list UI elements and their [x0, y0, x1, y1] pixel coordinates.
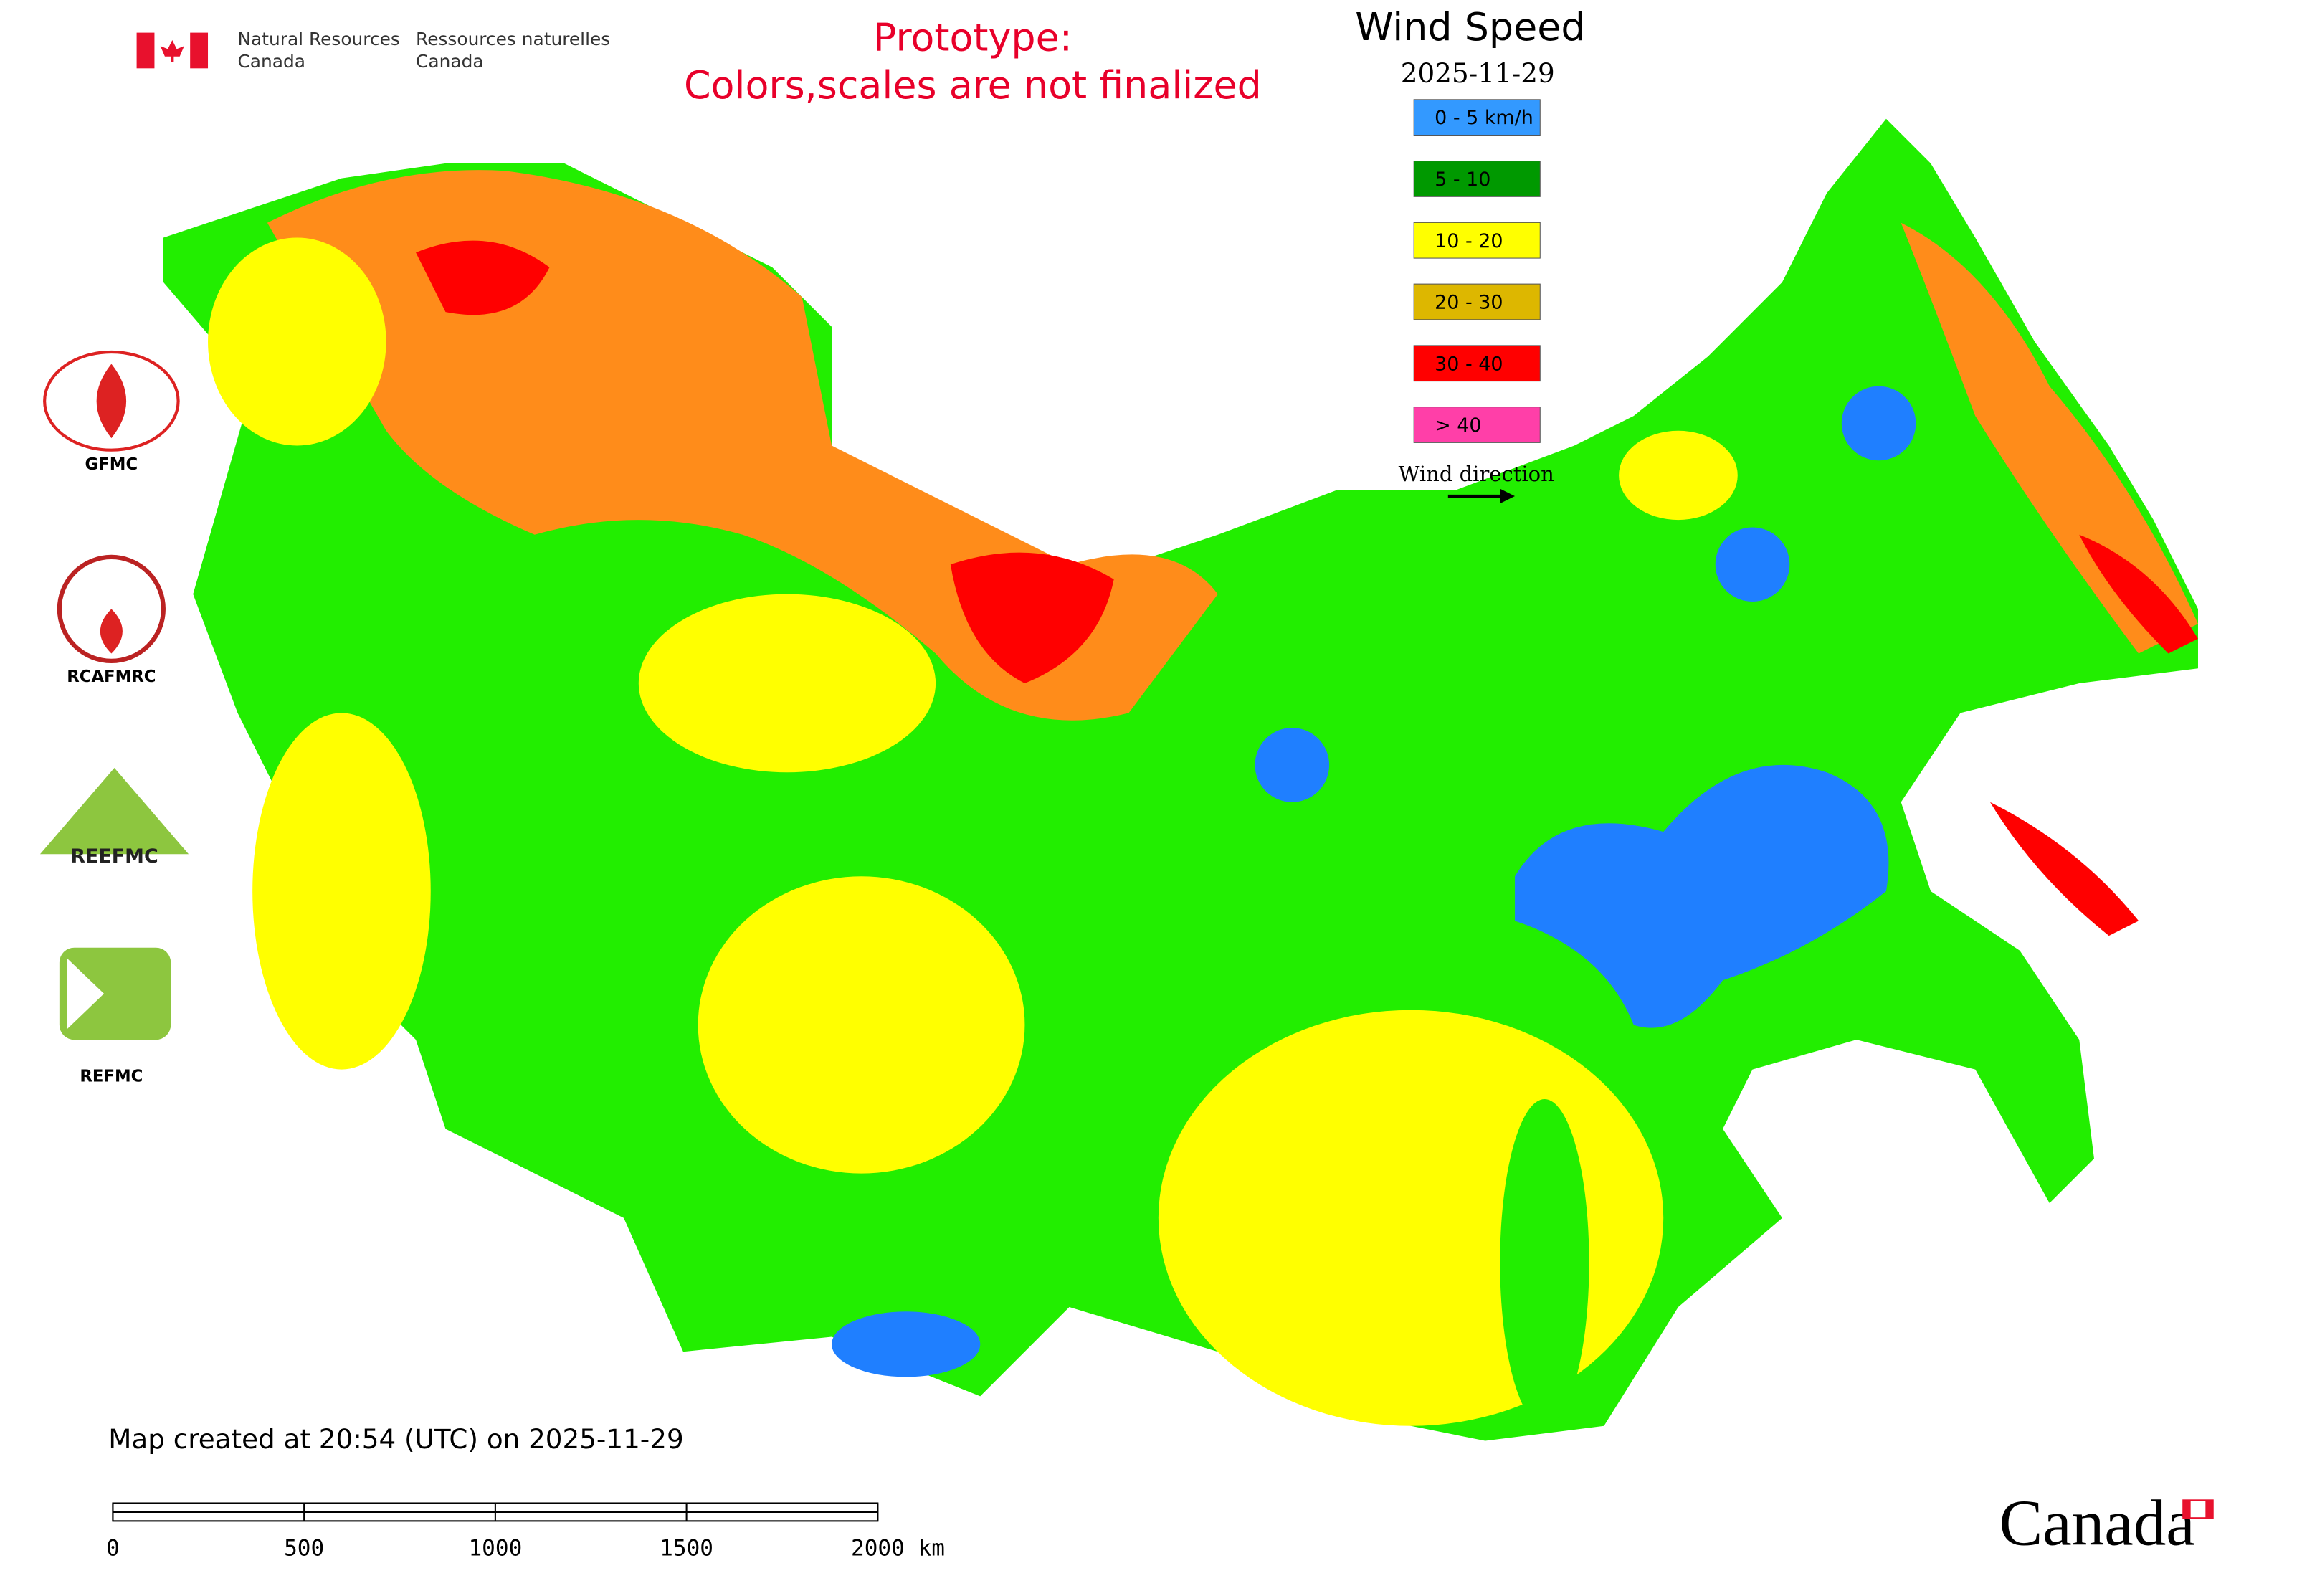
agency-fr: Canada	[416, 51, 484, 72]
flag-bar	[190, 32, 209, 69]
east-red	[2079, 534, 2198, 654]
direction-arrowhead	[1500, 488, 1516, 504]
calm-zone	[1255, 728, 1330, 802]
flag-leaf	[160, 39, 184, 63]
zone	[1500, 1099, 1589, 1426]
wordmark-flag-bar	[2183, 1500, 2191, 1519]
logo-label: RCAFMRC	[67, 668, 156, 686]
legend-label: 0 - 5 km/h	[1435, 107, 1533, 129]
zone	[1158, 1010, 1664, 1426]
zone	[638, 594, 936, 773]
legend-label: > 40	[1435, 414, 1481, 437]
notice: Prototype:	[873, 15, 1072, 60]
zone	[252, 713, 431, 1070]
logo-reefmc	[39, 768, 189, 855]
legend-title: Wind Speed	[1355, 4, 1585, 49]
flag-bar	[136, 32, 155, 69]
scale-label: 1500	[660, 1536, 713, 1562]
direction-label: Wind direction	[1399, 462, 1554, 486]
north-red	[950, 552, 1114, 683]
wordmark: Canada	[1999, 1487, 2194, 1559]
legend-label: 10 - 20	[1435, 230, 1503, 252]
legend-swatch	[1413, 345, 1541, 382]
calm-zone	[1841, 386, 1916, 461]
zone	[208, 237, 386, 446]
legend-swatch	[1413, 407, 1541, 443]
wordmark-flag-bar	[2205, 1500, 2213, 1519]
calm-zone	[1715, 527, 1790, 602]
legend-label: 30 - 40	[1435, 353, 1503, 375]
scale-label: 1000	[468, 1536, 522, 1562]
east-red	[1989, 802, 2139, 936]
notice: Colors,scales are not finalized	[684, 62, 1262, 108]
wind-map	[163, 118, 2198, 1441]
scale-label: 500	[284, 1536, 324, 1562]
logo-refmc	[59, 947, 171, 1040]
scale-label: 0	[106, 1536, 120, 1562]
legend-date: 2025-11-29	[1401, 57, 1555, 89]
scale-label: 2000 km	[851, 1536, 945, 1562]
agency-en: Canada	[237, 51, 305, 72]
scale-bar: 0 500 1000 1500 2000 km	[106, 1502, 945, 1562]
logo-gfmc	[43, 350, 180, 452]
legend: 0 - 5 km/h 5 - 10 10 - 20 20 - 30 30 - 40 > 4…	[1413, 99, 1541, 443]
logo-label: REFMC	[80, 1067, 143, 1086]
east-band	[1901, 222, 2198, 654]
logo-sigma	[67, 958, 105, 1030]
legend-swatch	[1413, 283, 1541, 320]
legend-swatch	[1413, 222, 1541, 259]
logo-flame	[96, 364, 127, 439]
created-note: Map created at 20:54 (UTC) on 2025-11-29	[108, 1423, 683, 1455]
logo-label: REEFMC	[70, 845, 158, 868]
legend-swatch	[1413, 99, 1541, 136]
agency-en: Natural Resources	[237, 29, 399, 49]
legend-label: 20 - 30	[1435, 292, 1503, 314]
calm-zone	[1515, 764, 1889, 1028]
zone	[698, 876, 1025, 1174]
north-red	[416, 240, 550, 315]
logo-flame	[100, 609, 123, 654]
legend-swatch	[1413, 161, 1541, 197]
zone	[1619, 430, 1738, 521]
legend-label: 5 - 10	[1435, 168, 1490, 191]
logo-label: GFMC	[85, 455, 138, 474]
agency-fr: Ressources naturelles	[416, 29, 610, 49]
calm-zone	[832, 1311, 981, 1377]
